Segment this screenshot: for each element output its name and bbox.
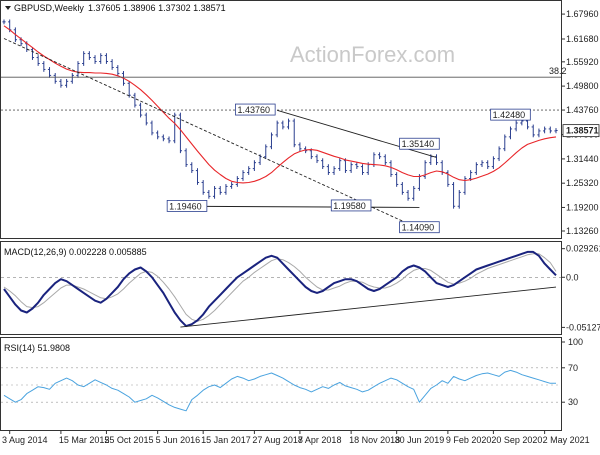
y-axis-layer: 1.679601.616801.559201.498001.437601.375… bbox=[561, 9, 600, 407]
symbol-label: GBPUSD,Weekly bbox=[14, 3, 84, 13]
price-axis-label: 1.67960 bbox=[566, 9, 599, 19]
level-label: 1.42480 bbox=[493, 110, 526, 120]
dropdown-arrow-icon[interactable] bbox=[5, 6, 11, 10]
macd-trendline bbox=[180, 286, 557, 328]
level-label-box bbox=[490, 108, 531, 121]
macd-axis-label: 0.0 bbox=[566, 272, 579, 282]
level-label-box bbox=[235, 103, 276, 116]
level-label: 1.19460 bbox=[169, 201, 202, 211]
x-axis-label: 3 Aug 2014 bbox=[2, 435, 48, 445]
ohlc-label: 1.37605 1.38906 1.37302 1.38571 bbox=[88, 3, 226, 13]
descending-channel-line bbox=[3, 38, 420, 230]
level-label-box bbox=[399, 221, 440, 234]
symbol-header: GBPUSD,Weekly 1.37605 1.38906 1.37302 1.… bbox=[5, 3, 226, 13]
price-axis-label: 1.25320 bbox=[566, 178, 599, 188]
price-axis-label: 1.13260 bbox=[566, 226, 599, 236]
level-label-box bbox=[330, 199, 372, 212]
rsi-axis-label: 30 bbox=[568, 397, 578, 407]
x-axis-label: 2 May 2021 bbox=[543, 435, 590, 445]
level-label-box bbox=[166, 200, 208, 212]
price-axis-label: 1.19200 bbox=[566, 202, 599, 212]
moving-average-line bbox=[3, 25, 557, 184]
x-axis-label: 25 Oct 2015 bbox=[104, 435, 153, 445]
price-axis-label: 1.43760 bbox=[566, 105, 599, 115]
x-axis-label: 15 Mar 2015 bbox=[59, 435, 110, 445]
x-axis-label: 8 Apr 2018 bbox=[298, 435, 342, 445]
level-label: 1.35140 bbox=[402, 139, 435, 149]
macd-title: MACD(12,26,9) 0.002228 0.005885 bbox=[4, 247, 147, 257]
x-axis-label: 20 Sep 2020 bbox=[491, 435, 542, 445]
x-axis-label: 5 Jun 2016 bbox=[156, 435, 201, 445]
resistance-trendline bbox=[277, 109, 437, 158]
macd-layer bbox=[1, 250, 561, 328]
x-axis-label: 27 Aug 2017 bbox=[252, 435, 303, 445]
x-axis-label: 18 Nov 2018 bbox=[349, 435, 400, 445]
macd-axis-label: -0.051279 bbox=[566, 322, 600, 332]
price-axis-label: 1.55920 bbox=[566, 57, 599, 67]
rsi-layer bbox=[1, 367, 561, 412]
level-label: 1.19580 bbox=[333, 201, 366, 211]
level-label-box bbox=[399, 137, 440, 150]
macd-axis-label: 0.029261 bbox=[566, 244, 600, 254]
price-layer: 38.2 1.43760 1.42480 1.35140 1.19460 1.19580 1… bbox=[1, 19, 567, 234]
price-axis-label: 1.31440 bbox=[566, 154, 599, 164]
macd-signal-line bbox=[3, 253, 557, 322]
rsi-axis-label: 100 bbox=[568, 337, 583, 347]
price-panel-frame bbox=[0, 0, 562, 239]
rsi-axis-label: 70 bbox=[568, 363, 578, 373]
x-axis-label: 15 Jan 2017 bbox=[201, 435, 251, 445]
price-axis-label: 1.49800 bbox=[566, 81, 599, 91]
last-price-label: 1.38571 bbox=[566, 126, 599, 136]
watermark: ActionForex.com bbox=[290, 42, 455, 67]
fib-level-label: 38.2 bbox=[549, 66, 567, 76]
price-axis-label: 1.61680 bbox=[566, 34, 599, 44]
macd-line bbox=[3, 250, 557, 328]
level-label: 1.14090 bbox=[402, 223, 435, 233]
x-axis-label: 9 Feb 2020 bbox=[446, 435, 492, 445]
level-label: 1.43760 bbox=[237, 105, 270, 115]
last-price-box bbox=[562, 124, 600, 138]
support-line bbox=[180, 205, 420, 208]
macd-panel-frame bbox=[0, 241, 562, 335]
x-axis-label: 30 Jun 2019 bbox=[395, 435, 445, 445]
rsi-panel-frame bbox=[0, 337, 562, 431]
rsi-line bbox=[3, 369, 556, 412]
rsi-title: RSI(14) 51.9808 bbox=[4, 343, 70, 353]
